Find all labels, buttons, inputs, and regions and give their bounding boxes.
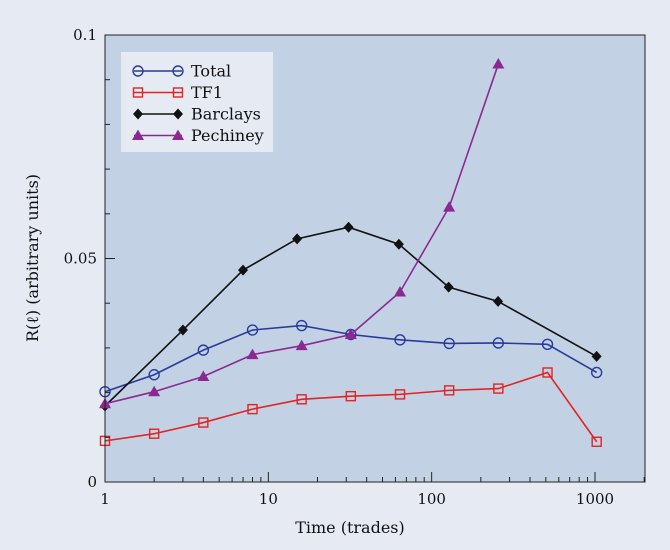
data-point-pechiney <box>344 328 357 339</box>
legend-marker-barclays <box>173 108 183 120</box>
data-point-barclays <box>343 221 354 233</box>
data-point-barclays <box>393 238 404 250</box>
y-tick-label: 0.1 <box>73 26 97 44</box>
legend-entry-barclays: Barclays <box>133 105 261 124</box>
data-point-total <box>590 366 603 379</box>
data-point-tf1 <box>198 417 209 428</box>
x-tick-label: 10 <box>259 490 278 508</box>
legend-marker-barclays <box>133 108 143 120</box>
legend-entry-pechiney: Pechiney <box>132 126 264 145</box>
data-point-tf1 <box>247 403 258 415</box>
legend-entry-total: Total <box>132 62 231 81</box>
series-pechiney <box>99 58 505 409</box>
data-point-pechiney <box>295 339 308 351</box>
legend-marker-total <box>172 65 184 77</box>
data-point-tf1 <box>345 390 357 402</box>
legend-marker-pechiney <box>132 129 144 140</box>
legend-label-pechiney: Pechiney <box>191 126 264 145</box>
legend: Total TF1 Barclays Pechiney <box>121 52 273 152</box>
x-tick-label: 1000 <box>576 490 614 508</box>
data-point-total <box>443 337 455 350</box>
data-point-barclays <box>238 264 249 276</box>
data-point-total <box>394 334 406 346</box>
data-point-tf1 <box>148 428 160 439</box>
legend-marker-total <box>132 65 144 77</box>
data-point-tf1 <box>296 394 307 405</box>
x-tick-label: 100 <box>417 490 446 508</box>
data-point-barclays <box>443 281 454 293</box>
x-tick-label: 1 <box>100 490 110 508</box>
y-tick-label: 0.05 <box>64 250 97 268</box>
axis-ticks: 1 10 100 1000 0 0.05 0.1 <box>64 26 645 508</box>
legend-marker-pechiney <box>172 129 184 140</box>
legend-marker-tf1 <box>132 87 144 98</box>
data-point-tf1 <box>591 436 602 447</box>
data-point-pechiney <box>246 348 259 360</box>
data-point-tf1 <box>443 385 455 396</box>
legend-label-tf1: TF1 <box>191 83 223 102</box>
legend-label-barclays: Barclays <box>191 105 261 124</box>
data-point-tf1 <box>542 367 553 378</box>
data-point-pechiney <box>394 286 407 297</box>
data-point-total <box>295 319 308 332</box>
series-barclays <box>100 221 602 412</box>
data-point-total <box>246 324 259 336</box>
y-axis-label: R(ℓ) (arbitrary units) <box>23 174 42 342</box>
data-point-barclays <box>292 233 303 245</box>
data-point-pechiney <box>148 385 161 397</box>
data-point-tf1 <box>493 383 504 394</box>
legend-marker-tf1 <box>172 87 184 98</box>
series-layer <box>99 58 603 447</box>
data-point-barclays <box>177 324 188 336</box>
data-point-total <box>541 338 554 351</box>
legend-entry-tf1: TF1 <box>132 83 223 102</box>
data-point-barclays <box>493 295 504 307</box>
series-tf1 <box>99 367 602 447</box>
data-point-total <box>492 337 505 349</box>
data-point-tf1 <box>394 389 406 400</box>
data-point-total <box>148 369 160 381</box>
data-point-barclays <box>591 350 602 362</box>
series-line-tf1 <box>104 371 598 443</box>
data-point-pechiney <box>443 201 456 212</box>
data-point-total <box>197 344 210 356</box>
legend-label-total: Total <box>191 62 231 81</box>
data-point-pechiney <box>492 58 505 69</box>
x-axis-label: Time (trades) <box>295 518 405 537</box>
y-tick-label: 0 <box>87 473 97 491</box>
data-point-pechiney <box>197 370 210 382</box>
